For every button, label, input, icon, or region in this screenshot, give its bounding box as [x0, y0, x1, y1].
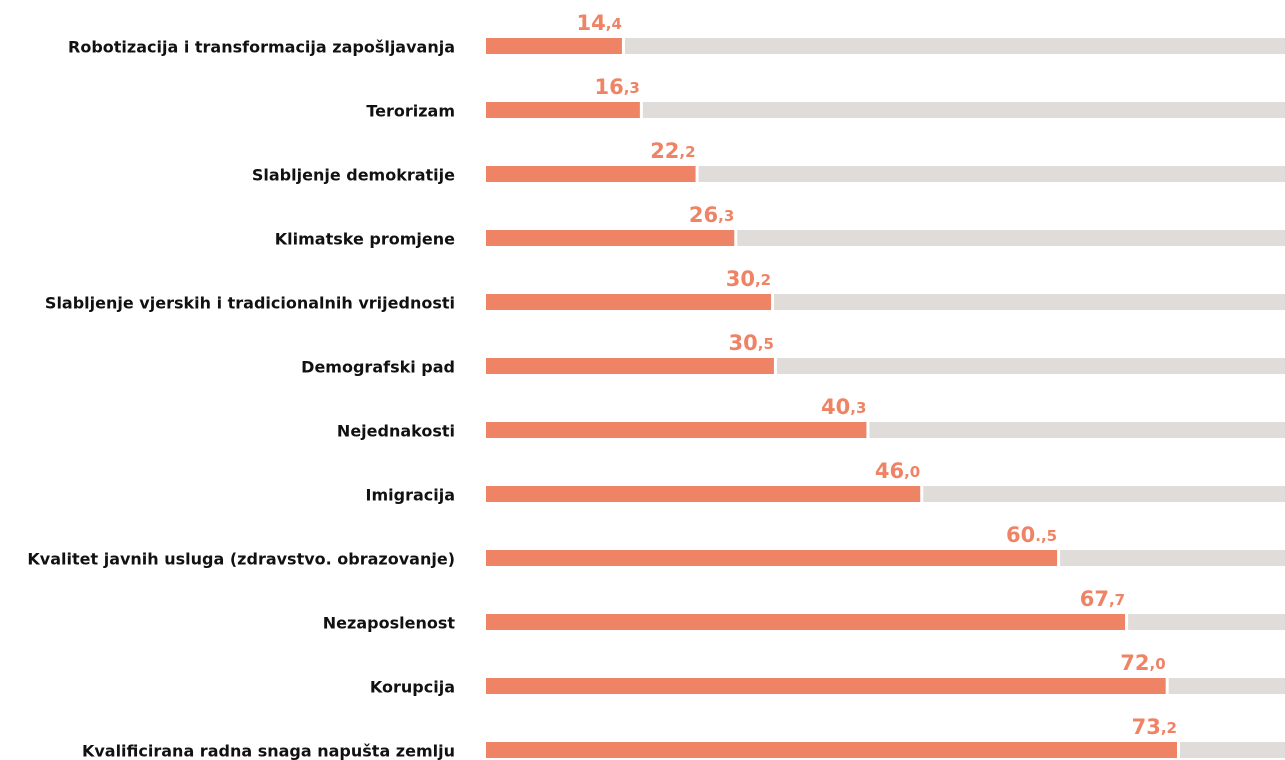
bar-track	[774, 294, 1285, 310]
value-label: 60.,5	[1006, 523, 1057, 547]
category-label: Klimatske promjene	[275, 230, 455, 249]
category-label: Nejednakosti	[337, 422, 455, 441]
bar	[486, 230, 735, 246]
bar	[486, 422, 867, 438]
category-label: Kvalificirana radna snaga napušta zemlju	[82, 742, 455, 760]
category-label: Nezaposlenost	[323, 614, 456, 633]
category-label: Imigracija	[366, 486, 456, 505]
bar	[486, 742, 1178, 758]
value-label: 72,0	[1120, 651, 1165, 675]
bar	[486, 358, 774, 374]
bar-track	[1180, 742, 1285, 758]
value-label: 16,3	[594, 75, 639, 99]
bar	[486, 614, 1126, 630]
bar-track	[737, 230, 1285, 246]
category-label: Kvalitet javnih usluga (zdravstvo. obraz…	[27, 550, 455, 569]
category-label: Korupcija	[370, 678, 455, 697]
category-label: Slabljenje demokratije	[252, 166, 455, 185]
bar-track	[642, 102, 1285, 118]
bar-track	[698, 166, 1285, 182]
category-label: Terorizam	[366, 102, 455, 121]
bar	[486, 38, 622, 54]
bar-track	[776, 358, 1285, 374]
bar-track	[624, 38, 1285, 54]
category-label: Demografski pad	[301, 358, 455, 377]
value-label: 30,5	[729, 331, 774, 355]
bar	[486, 102, 640, 118]
value-label: 14,4	[577, 11, 622, 35]
bar-track	[869, 422, 1285, 438]
value-label: 22,2	[650, 139, 695, 163]
bar	[486, 550, 1058, 566]
value-label: 30,2	[726, 267, 771, 291]
bar-track	[923, 486, 1285, 502]
value-label: 46,0	[875, 459, 920, 483]
value-label: 40,3	[821, 395, 866, 419]
bar	[486, 294, 772, 310]
bar-track	[1168, 678, 1285, 694]
category-label: Slabljenje vjerskih i tradicionalnih vri…	[45, 294, 455, 313]
value-label: 67,7	[1080, 587, 1125, 611]
bar	[486, 166, 696, 182]
bar-track	[1060, 550, 1285, 566]
bar	[486, 486, 921, 502]
value-label: 26,3	[689, 203, 734, 227]
category-label: Robotizacija i transformacija zapošljava…	[68, 38, 455, 57]
bar	[486, 678, 1166, 694]
value-label: 73,2	[1132, 715, 1177, 739]
bar-track	[1128, 614, 1285, 630]
